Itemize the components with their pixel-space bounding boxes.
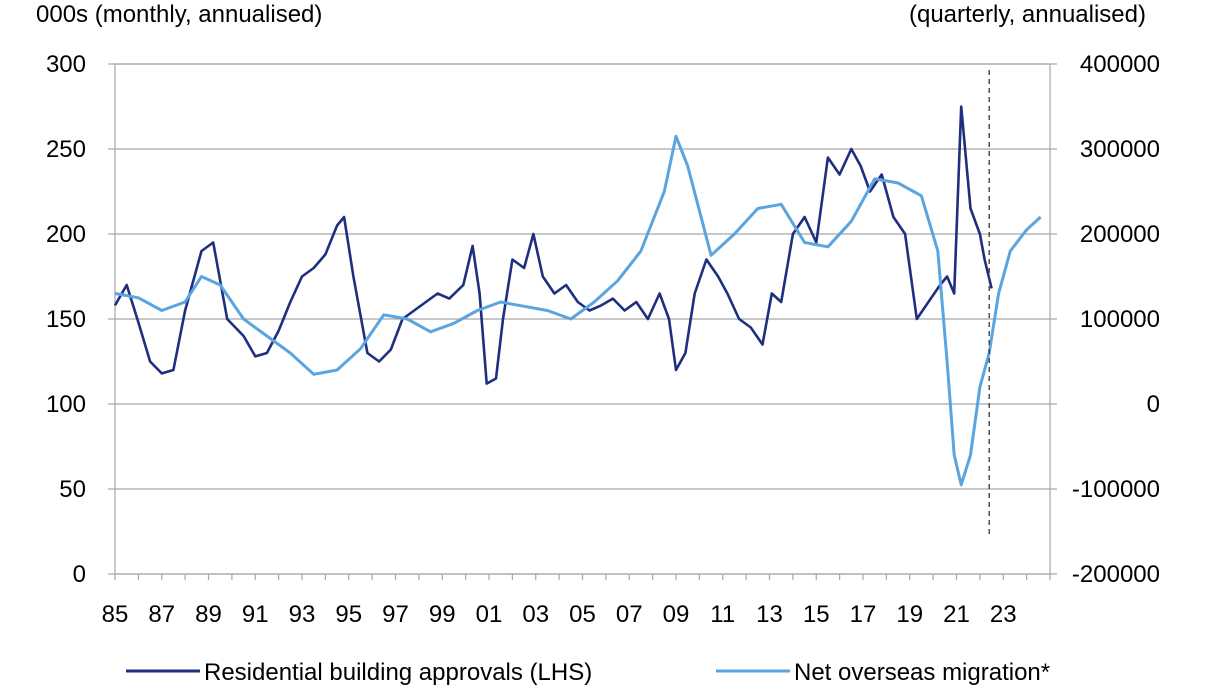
right-tick-label: 100000 [1080,306,1160,333]
grid-lines [115,63,1050,575]
x-tick-label: 93 [289,601,316,628]
series-line-migration [114,134,1042,487]
left-tick-label: 100 [46,391,86,418]
x-tick-label: 09 [663,601,690,628]
left-tick-label: 200 [46,221,86,248]
x-axis: 85 87 89 91 93 95 97 99 01 03 05 07 09 11 13 15 17 19 21 23 [102,574,1051,628]
x-tick-label: 99 [429,601,456,628]
legend-label-migration: Net overseas migration* [794,659,1050,686]
x-tick-label: 85 [102,601,129,628]
x-tick-label: 87 [148,601,175,628]
right-tick-label: 400000 [1080,51,1160,78]
left-axis: 0 50 100 150 200 250 300 [46,51,115,588]
legend-label-approvals: Residential building approvals (LHS) [204,659,592,686]
x-tick-label: 19 [896,601,923,628]
series-layer [113,105,1042,487]
x-tick-label: 13 [756,601,783,628]
left-tick-label: 300 [46,51,86,78]
left-tick-label: 50 [59,476,86,503]
left-tick-label: 0 [73,561,86,588]
x-tick-label: 03 [522,601,549,628]
series-line-approvals [113,105,993,385]
left-axis-label: 000s (monthly, annualised) [36,1,322,28]
right-tick-label: -100000 [1072,476,1160,503]
x-tick-label: 05 [569,601,596,628]
x-tick-label: 07 [616,601,643,628]
legend: Residential building approvals (LHS) Net… [126,659,1050,686]
x-tick-label: 23 [990,601,1017,628]
x-tick-label: 95 [335,601,362,628]
x-tick-label: 21 [943,601,970,628]
x-tick-label: 15 [803,601,830,628]
right-axis: -200000 -100000 0 100000 200000 300000 400000 [1050,51,1160,588]
right-tick-label: -200000 [1072,561,1160,588]
right-axis-label: (quarterly, annualised) [909,1,1146,28]
x-tick-label: 97 [382,601,409,628]
left-tick-label: 150 [46,306,86,333]
left-tick-label: 250 [46,136,86,163]
x-tick-label: 89 [195,601,222,628]
x-tick-label: 01 [476,601,503,628]
x-tick-label: 91 [242,601,269,628]
x-tick-label: 17 [850,601,877,628]
x-tick-label: 11 [710,601,735,628]
right-tick-label: 200000 [1080,221,1160,248]
right-tick-label: 300000 [1080,136,1160,163]
right-tick-label: 0 [1147,391,1160,418]
